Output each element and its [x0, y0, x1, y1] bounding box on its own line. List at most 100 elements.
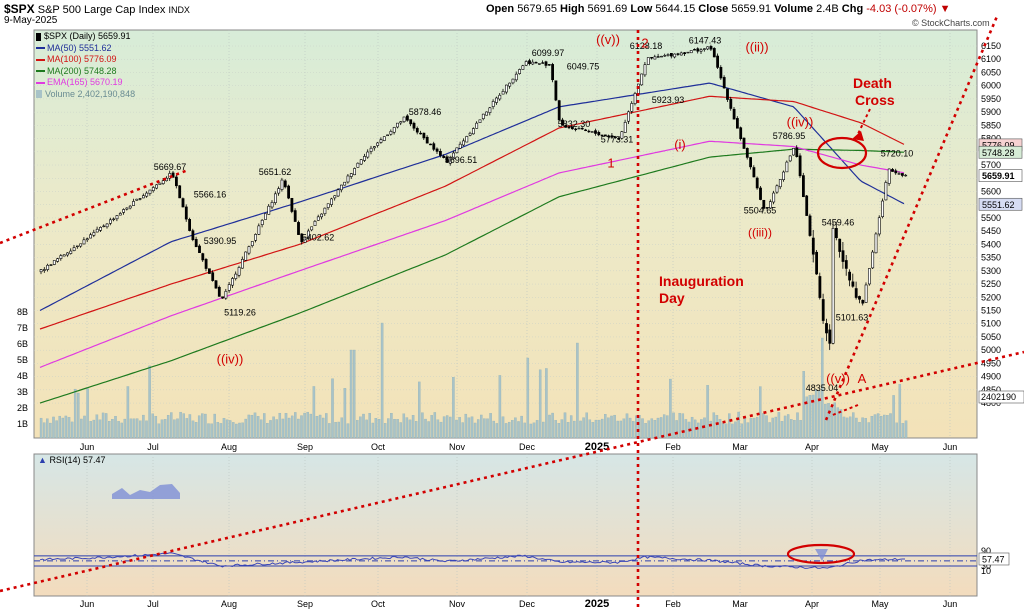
- volume-badge: [978, 390, 1024, 404]
- volume-bar: [281, 418, 285, 438]
- volume-bar: [852, 412, 855, 438]
- volume-bar: [321, 417, 325, 438]
- rsi-oversold-fill: [815, 549, 828, 561]
- volume-bar: [418, 381, 421, 438]
- volume-bar: [827, 403, 830, 438]
- volume-bar: [476, 419, 480, 438]
- volume-bar: [786, 414, 790, 438]
- candle-body: [524, 61, 528, 66]
- chart-symbol-title: $SPX S&P 500 Large Cap Index INDX: [4, 2, 190, 16]
- legend-item: MA(50) 5551.62: [36, 43, 135, 55]
- candle-body: [66, 252, 69, 256]
- candle-body: [297, 222, 300, 235]
- candle-body: [792, 147, 795, 156]
- candle-body: [105, 223, 109, 228]
- volume-bar: [790, 419, 793, 438]
- inauguration-label: Inauguration: [659, 273, 744, 289]
- volume-bar: [98, 419, 102, 438]
- candle-body: [85, 238, 89, 241]
- volume-bar: [160, 419, 164, 438]
- candle-body: [742, 137, 746, 149]
- candle-body: [580, 127, 584, 130]
- price-annotation: 5773.31: [601, 135, 634, 145]
- x-tick-label: Nov: [449, 599, 466, 609]
- candle-body: [867, 268, 871, 285]
- candle-body: [313, 220, 317, 226]
- candle-body: [128, 205, 132, 209]
- volume-bar: [278, 412, 282, 438]
- volume-bar: [216, 422, 220, 438]
- candle-body: [544, 61, 548, 66]
- volume-bar: [625, 413, 629, 438]
- volume-tick-label: 1B: [17, 419, 28, 429]
- volume-bar: [855, 417, 858, 438]
- rsi-tick-label: 30: [981, 561, 991, 571]
- volume-bar: [492, 420, 495, 438]
- volume-bar: [870, 415, 874, 438]
- x-tick-label: May: [871, 442, 889, 452]
- candle-body: [597, 132, 601, 136]
- price-annotation: 5459.46: [822, 218, 855, 228]
- candle-body: [363, 156, 366, 161]
- candle-body: [610, 135, 614, 138]
- x-tick-label: Jul: [147, 442, 159, 452]
- volume-bar: [650, 418, 654, 438]
- wave-label: A: [858, 371, 867, 386]
- candle-body: [719, 67, 723, 79]
- candle-body: [617, 138, 621, 140]
- candle-body: [273, 193, 277, 203]
- wave-label: ((v)): [826, 371, 850, 386]
- volume-bar: [445, 415, 449, 438]
- volume-bar: [356, 420, 359, 438]
- candle-body: [198, 245, 201, 254]
- volume-bar: [380, 322, 384, 438]
- volume-bar: [876, 413, 880, 438]
- volume-bar: [597, 419, 601, 438]
- candle-body: [834, 228, 838, 239]
- candle-body: [537, 63, 541, 65]
- price-badge-label: 5748.28: [982, 148, 1015, 158]
- chg-label: Chg: [841, 3, 864, 15]
- candle-body: [640, 73, 644, 86]
- volume-bar: [839, 409, 843, 438]
- ma-line: [39, 82, 905, 312]
- price-annotation: 5923.93: [652, 95, 685, 105]
- candle-body: [534, 62, 538, 64]
- price-tick-label: 5150: [981, 306, 1001, 316]
- wave-label: ((iii)): [748, 225, 772, 239]
- price-tick-label: 5350: [981, 253, 1001, 263]
- candle-body: [72, 247, 76, 251]
- wave-label: 1: [607, 156, 614, 171]
- volume-bar: [368, 413, 371, 438]
- candle-body: [399, 121, 403, 124]
- x-tick-label: Jul: [147, 599, 159, 609]
- price-tick-label: 5250: [981, 279, 1001, 289]
- candle-body: [333, 195, 337, 199]
- candle-body: [310, 226, 314, 231]
- candle-body: [115, 215, 119, 220]
- candle-body: [135, 198, 139, 201]
- volume-bar: [343, 388, 347, 438]
- price-tick-label: 6000: [981, 81, 1001, 91]
- wave-label: 2: [641, 35, 648, 50]
- volume-bar: [393, 418, 396, 438]
- volume-bar: [421, 412, 424, 438]
- volume-bar: [700, 419, 703, 438]
- death-cross-arrowhead: [852, 131, 864, 141]
- legend-swatch-icon: [36, 70, 45, 73]
- volume-bar: [501, 416, 505, 438]
- volume-bar: [315, 416, 319, 438]
- price-badge-label: 5776.09: [982, 140, 1015, 150]
- candle-body: [241, 258, 244, 269]
- candle-body: [666, 54, 670, 56]
- candle-body: [768, 201, 772, 209]
- volume-bar: [117, 421, 120, 438]
- volume-bar: [334, 422, 337, 438]
- volume-tick-label: 5B: [17, 355, 28, 365]
- candle-body: [518, 69, 522, 74]
- x-tick-label: Dec: [519, 599, 536, 609]
- candle-body: [729, 98, 733, 109]
- volume-bar: [458, 417, 461, 438]
- volume-bar: [635, 415, 638, 438]
- death-cross-label: Death: [853, 75, 892, 91]
